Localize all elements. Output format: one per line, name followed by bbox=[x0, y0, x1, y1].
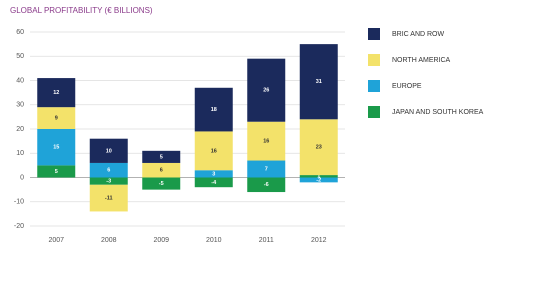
data-label: 18 bbox=[211, 107, 217, 113]
data-label: 6 bbox=[160, 168, 163, 174]
bar-segment bbox=[247, 121, 286, 161]
y-tick-label: 50 bbox=[16, 53, 24, 60]
legend-swatch bbox=[368, 54, 380, 66]
data-label: 6 bbox=[107, 168, 110, 174]
data-label: -2 bbox=[316, 177, 321, 183]
y-tick-label: -20 bbox=[14, 223, 24, 230]
y-tick-label: 60 bbox=[16, 29, 24, 36]
y-tick-label: 10 bbox=[16, 150, 24, 157]
bar-segment bbox=[194, 170, 233, 178]
data-label: 16 bbox=[263, 139, 269, 145]
bar-segment bbox=[247, 177, 286, 193]
data-label: 10 bbox=[106, 148, 112, 154]
legend-swatch bbox=[368, 106, 380, 118]
bar-segment bbox=[299, 44, 338, 120]
y-tick-label: 40 bbox=[16, 77, 24, 84]
data-label: 5 bbox=[160, 154, 163, 160]
bar-segment bbox=[89, 177, 128, 185]
bar-segment bbox=[194, 177, 233, 188]
y-tick-label: 0 bbox=[20, 174, 24, 181]
x-tick-label: 2009 bbox=[153, 237, 169, 244]
x-tick-label: 2008 bbox=[101, 237, 117, 244]
y-tick-label: 30 bbox=[16, 102, 24, 109]
data-label: 23 bbox=[316, 145, 322, 151]
x-tick-label: 2010 bbox=[206, 237, 222, 244]
chart-title: GLOBAL PROFITABILITY (€ BILLIONS) bbox=[10, 6, 153, 15]
data-label: -3 bbox=[106, 179, 111, 185]
legend-label: NORTH AMERICA bbox=[392, 57, 451, 64]
legend-swatch bbox=[368, 28, 380, 40]
data-label: 31 bbox=[316, 79, 322, 85]
data-label: 5 bbox=[55, 169, 58, 175]
data-label: 9 bbox=[55, 116, 58, 122]
bar-segment bbox=[37, 165, 76, 178]
data-label: 15 bbox=[53, 145, 59, 151]
bar-segment bbox=[142, 162, 181, 178]
data-label: -11 bbox=[105, 196, 113, 202]
data-label: 16 bbox=[211, 148, 217, 154]
bar-segment bbox=[37, 78, 76, 108]
x-tick-label: 2007 bbox=[48, 237, 64, 244]
data-label: 3 bbox=[212, 171, 215, 177]
legend-label: BRIC AND ROW bbox=[392, 31, 445, 38]
bar-segment bbox=[89, 184, 128, 212]
data-label: 12 bbox=[53, 90, 59, 96]
data-label: 7 bbox=[265, 166, 268, 172]
bar-segment bbox=[299, 175, 338, 178]
bar-segment bbox=[299, 177, 338, 183]
data-label: 26 bbox=[263, 88, 269, 94]
bar-segment bbox=[89, 162, 128, 178]
legend-label: EUROPE bbox=[392, 83, 422, 90]
data-label: -6 bbox=[264, 182, 269, 188]
x-tick-label: 2011 bbox=[259, 237, 274, 244]
bar-segment bbox=[247, 160, 286, 178]
y-tick-label: -10 bbox=[14, 199, 24, 206]
legend-swatch bbox=[368, 80, 380, 92]
bar-segment bbox=[194, 87, 233, 132]
y-tick-label: 20 bbox=[16, 126, 24, 133]
bar-segment bbox=[299, 119, 338, 176]
legend-label: JAPAN AND SOUTH KOREA bbox=[392, 109, 484, 116]
bar-segment bbox=[142, 177, 181, 190]
bar-segment bbox=[37, 107, 76, 129]
data-label: -4 bbox=[211, 180, 217, 186]
x-tick-label: 2012 bbox=[311, 237, 327, 244]
bar-segment bbox=[89, 138, 128, 163]
data-label: -5 bbox=[159, 181, 164, 187]
bar-segment bbox=[247, 58, 286, 122]
data-label: 1 bbox=[317, 174, 320, 180]
bar-segment bbox=[37, 129, 76, 166]
bar-segment bbox=[194, 131, 233, 171]
bar-segment bbox=[142, 150, 181, 163]
